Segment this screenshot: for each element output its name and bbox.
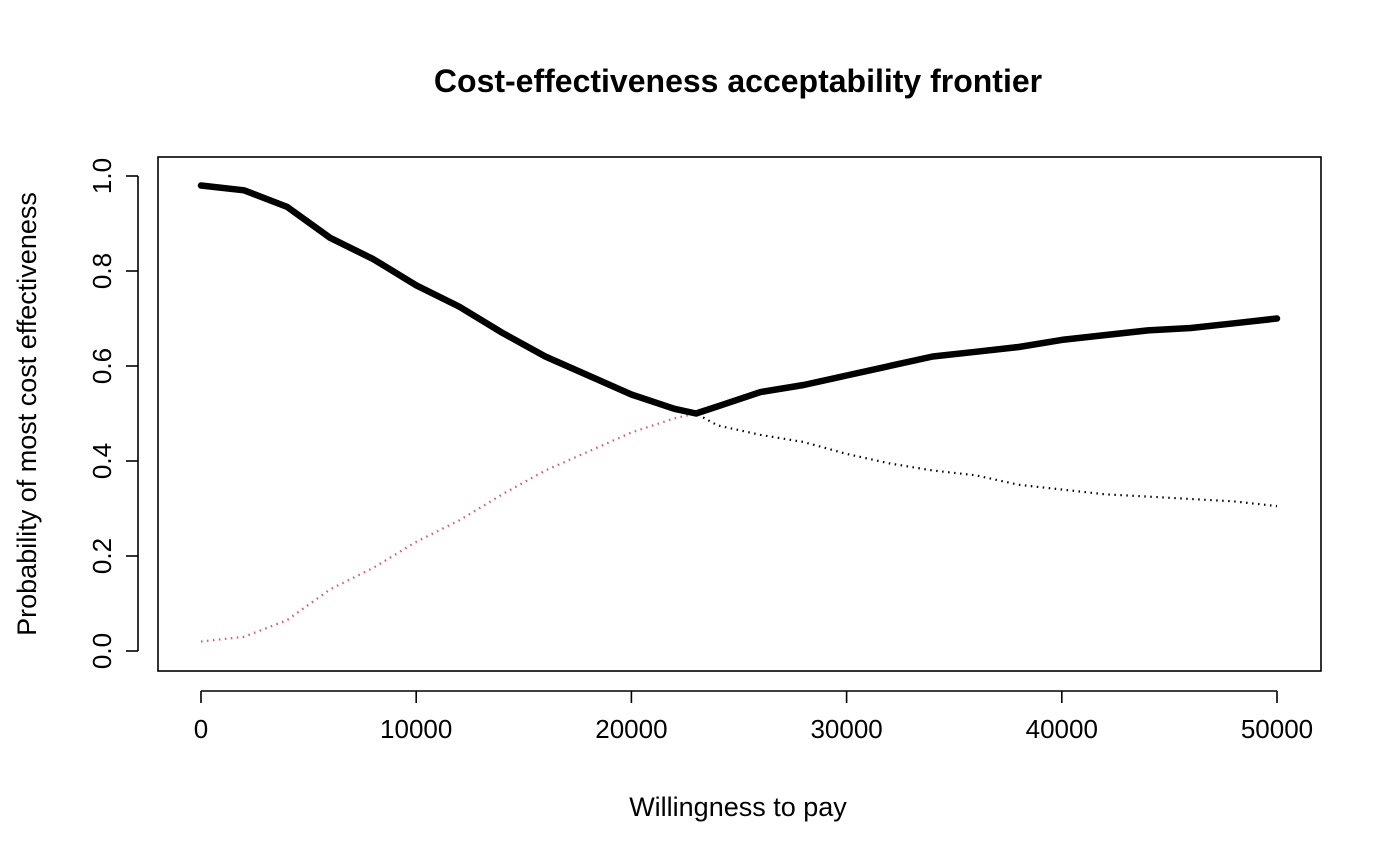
- x-tick-label: 30000: [810, 714, 882, 744]
- plot-frame: [157, 156, 1322, 672]
- y-tick-label: 0.0: [87, 633, 117, 669]
- chart-title: Cost-effectiveness acceptability frontie…: [434, 63, 1042, 99]
- y-axis-label: Probability of most cost effectiveness: [12, 192, 42, 636]
- x-tick-label: 0: [194, 714, 208, 744]
- x-tick-label: 50000: [1241, 714, 1313, 744]
- x-tick-label: 20000: [595, 714, 667, 744]
- y-axis: 0.0 0.2 0.4 0.6 0.8 1.0: [87, 158, 139, 669]
- x-tick-label: 40000: [1026, 714, 1098, 744]
- y-tick-label: 0.8: [87, 253, 117, 289]
- y-tick-label: 0.2: [87, 538, 117, 574]
- x-axis: 0 10000 20000 30000 40000 50000: [194, 690, 1313, 744]
- x-axis-label: Willingness to pay: [629, 792, 847, 822]
- y-tick-label: 1.0: [87, 158, 117, 194]
- x-tick-label: 10000: [380, 714, 452, 744]
- y-tick-label: 0.6: [87, 348, 117, 384]
- series-line-3: [197, 182, 1281, 417]
- series-line-1: [200, 184, 1278, 508]
- y-tick-label: 0.4: [87, 443, 117, 479]
- series-layer: [197, 182, 1281, 643]
- series-line-2: [200, 412, 697, 643]
